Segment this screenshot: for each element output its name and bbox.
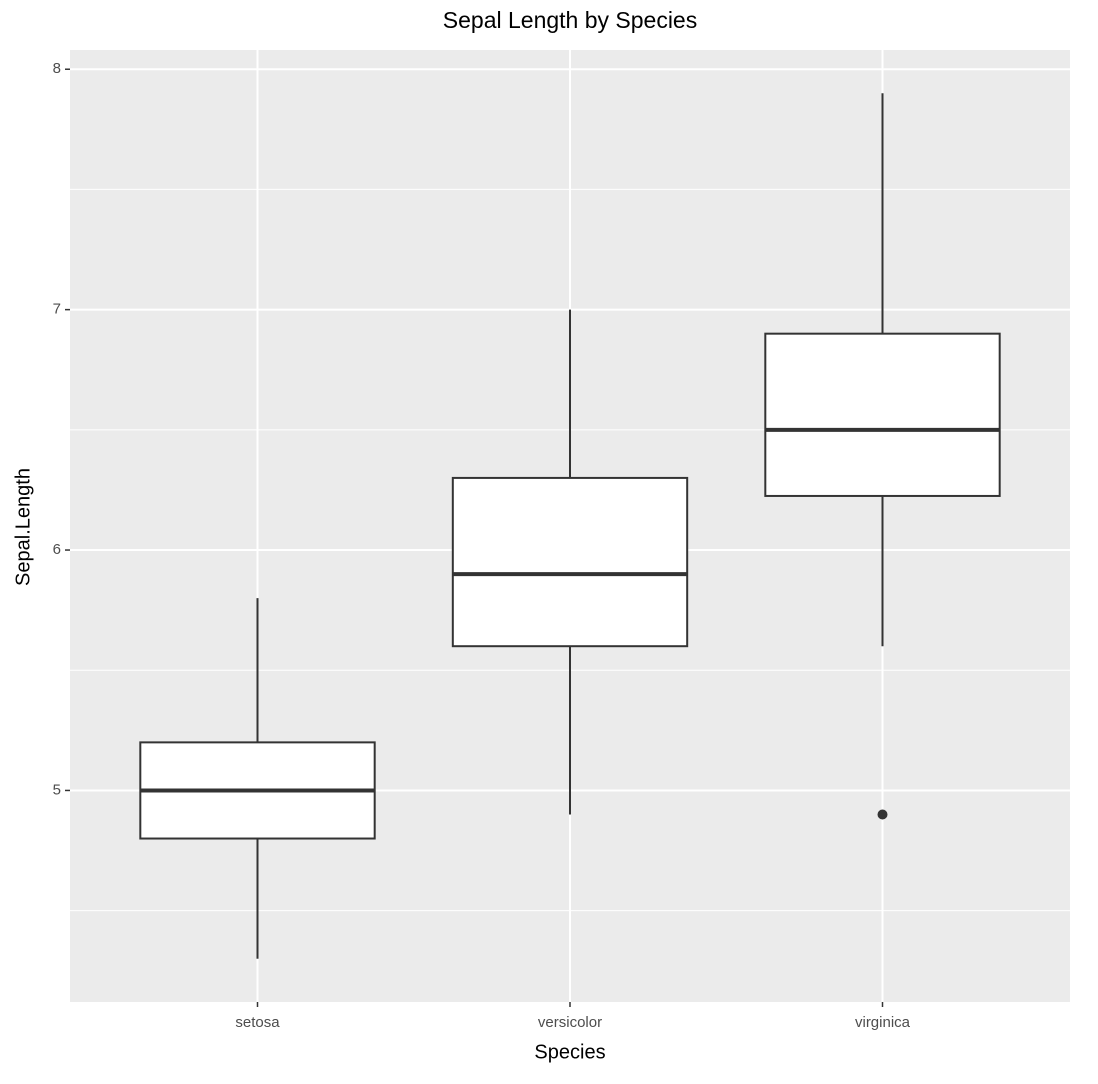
x-tick-label: virginica xyxy=(855,1014,911,1031)
y-tick-label: 6 xyxy=(53,541,61,558)
outlier xyxy=(877,809,888,820)
y-tick-label: 8 xyxy=(53,60,61,77)
x-tick-label: setosa xyxy=(235,1014,280,1031)
chart-title: Sepal Length by Species xyxy=(443,7,697,33)
box xyxy=(451,476,689,648)
x-tick-label: versicolor xyxy=(538,1014,602,1031)
y-tick-label: 5 xyxy=(53,781,61,798)
x-axis-label: Species xyxy=(534,1041,605,1063)
y-tick-label: 7 xyxy=(53,301,61,318)
y-axis-label: Sepal.Length xyxy=(12,468,34,586)
box xyxy=(764,332,1001,497)
